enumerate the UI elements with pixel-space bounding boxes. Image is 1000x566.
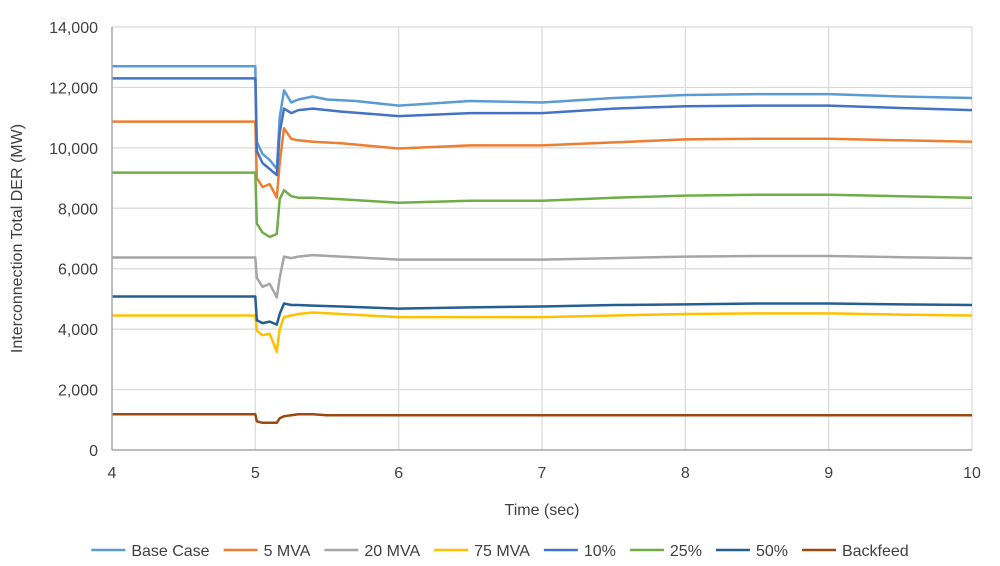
- y-tick-label: 2,000: [58, 383, 98, 400]
- x-tick-label: 9: [824, 465, 833, 482]
- y-tick-label: 14,000: [49, 20, 98, 37]
- series-lines: [112, 65, 973, 425]
- legend-label: 10%: [584, 543, 616, 560]
- x-tick-label: 6: [394, 465, 403, 482]
- y-axis-title: Interconnection Total DER (MW): [9, 124, 26, 353]
- legend-label: Base Case: [131, 543, 209, 560]
- series-line-50: [112, 295, 973, 326]
- x-tick-label: 10: [963, 465, 981, 482]
- axes: [111, 27, 972, 451]
- gridlines: [112, 26, 973, 450]
- legend-label: 25%: [670, 543, 702, 560]
- x-tick-labels: 4 5 6 7 8 9 10: [108, 465, 981, 482]
- x-tick-label: 5: [251, 465, 260, 482]
- y-tick-label: 8,000: [58, 201, 98, 218]
- legend-label: 20 MVA: [364, 543, 420, 560]
- y-tick-label: 0: [89, 443, 98, 460]
- x-tick-label: 8: [681, 465, 690, 482]
- series-line-base-case: [112, 65, 973, 171]
- y-tick-label: 10,000: [49, 141, 98, 158]
- legend-label: 50%: [756, 543, 788, 560]
- series-line-10: [112, 77, 973, 177]
- legend: Base Case 5 MVA 20 MVA 75 MVA 10% 25% 50% Backf…: [91, 543, 909, 560]
- y-tick-label: 6,000: [58, 262, 98, 279]
- x-axis-title: Time (sec): [505, 502, 580, 519]
- legend-label: 5 MVA: [264, 543, 311, 560]
- series-line-25: [112, 171, 973, 239]
- legend-label: Backfeed: [842, 543, 909, 560]
- y-tick-label: 12,000: [49, 80, 98, 97]
- series-line-backfeed: [112, 413, 972, 425]
- x-tick-label: 4: [108, 465, 117, 482]
- legend-label: 75 MVA: [474, 543, 530, 560]
- series-line-75-mva: [112, 311, 973, 354]
- x-tick-label: 7: [538, 465, 547, 482]
- y-tick-labels: 0 2,000 4,000 6,000 8,000 10,000 12,000 14,000: [49, 20, 98, 460]
- series-line-20-mva: [112, 253, 973, 299]
- series-line-5-mva: [112, 120, 973, 199]
- y-tick-label: 4,000: [58, 322, 98, 339]
